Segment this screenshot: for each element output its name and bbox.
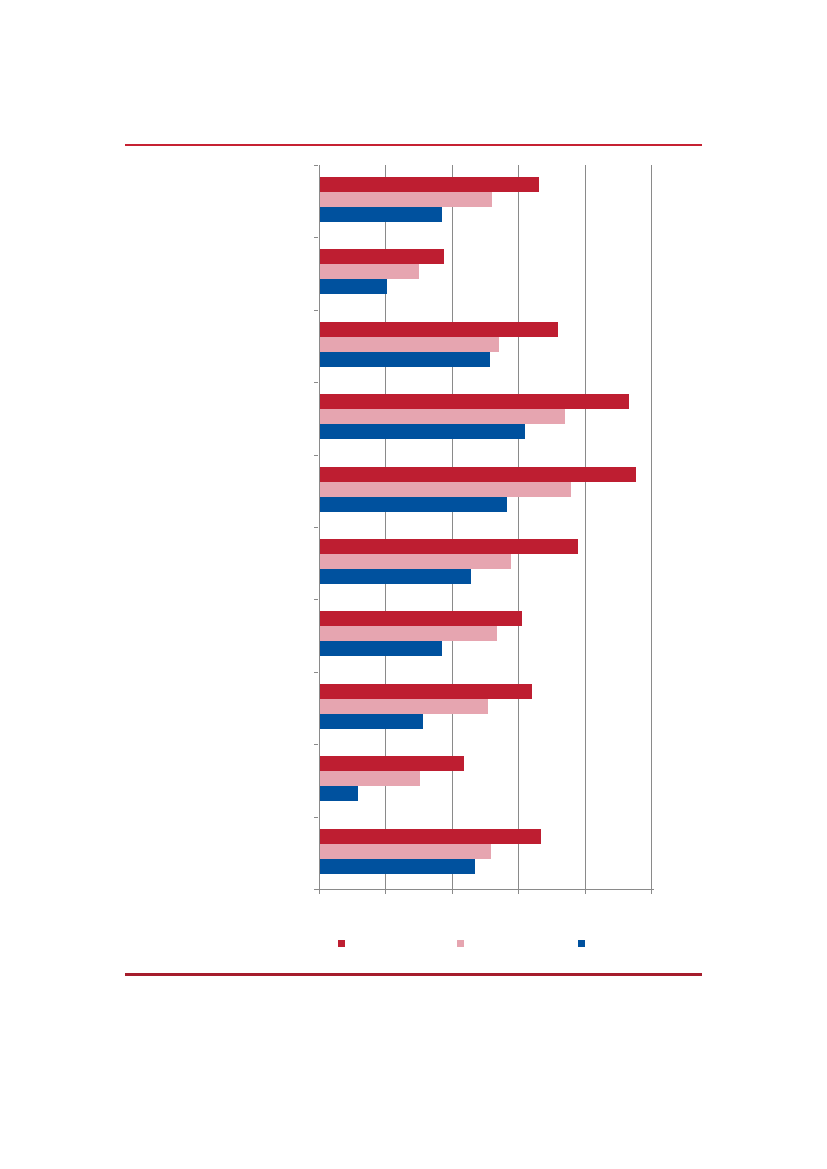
bar-blue — [320, 497, 507, 512]
gridline — [651, 165, 652, 889]
bar-blue — [320, 279, 387, 294]
bar-blue — [320, 207, 442, 222]
gridline — [518, 165, 519, 889]
y-axis — [319, 165, 320, 889]
bar-red — [320, 539, 578, 554]
bar-pink — [320, 844, 491, 859]
y-axis-tick — [314, 889, 318, 890]
bar-red — [320, 322, 558, 337]
x-axis — [317, 889, 654, 890]
gridline — [585, 165, 586, 889]
y-axis-tick — [314, 817, 318, 818]
bar-pink — [320, 771, 420, 786]
bar-pink — [320, 337, 499, 352]
bar-pink — [320, 699, 488, 714]
x-axis-tick — [518, 890, 519, 894]
bar-red — [320, 467, 636, 482]
y-axis-tick — [314, 455, 318, 456]
y-axis-tick — [314, 382, 318, 383]
legend-swatch-red — [338, 940, 345, 947]
x-axis-tick — [651, 890, 652, 894]
bar-pink — [320, 626, 497, 641]
y-axis-tick — [314, 672, 318, 673]
bar-red — [320, 611, 522, 626]
bar-blue — [320, 352, 490, 367]
bar-blue — [320, 641, 442, 656]
bar-blue — [320, 714, 423, 729]
bar-red — [320, 249, 444, 264]
bar-pink — [320, 192, 492, 207]
bar-pink — [320, 409, 565, 424]
footer-rule — [125, 973, 702, 976]
y-axis-tick — [314, 527, 318, 528]
legend-swatch-blue — [578, 940, 585, 947]
bar-red — [320, 177, 539, 192]
x-axis-tick — [319, 890, 320, 894]
gridline — [385, 165, 386, 889]
y-axis-tick — [314, 165, 318, 166]
y-axis-tick — [314, 744, 318, 745]
x-axis-tick — [585, 890, 586, 894]
plot-area — [314, 165, 654, 894]
x-axis-tick — [385, 890, 386, 894]
x-axis-tick — [452, 890, 453, 894]
bar-red — [320, 756, 464, 771]
chart-legend — [0, 940, 827, 950]
y-axis-tick — [314, 310, 318, 311]
bar-blue — [320, 786, 358, 801]
bar-red — [320, 394, 629, 409]
bar-red — [320, 684, 532, 699]
bar-pink — [320, 554, 511, 569]
bar-blue — [320, 424, 525, 439]
legend-swatch-pink — [457, 940, 464, 947]
bar-pink — [320, 482, 571, 497]
header-rule — [125, 144, 702, 146]
bar-blue — [320, 569, 471, 584]
y-axis-tick — [314, 599, 318, 600]
bar-pink — [320, 264, 419, 279]
bar-blue — [320, 859, 475, 874]
gridline — [452, 165, 453, 889]
bar-red — [320, 829, 541, 844]
y-axis-tick — [314, 237, 318, 238]
